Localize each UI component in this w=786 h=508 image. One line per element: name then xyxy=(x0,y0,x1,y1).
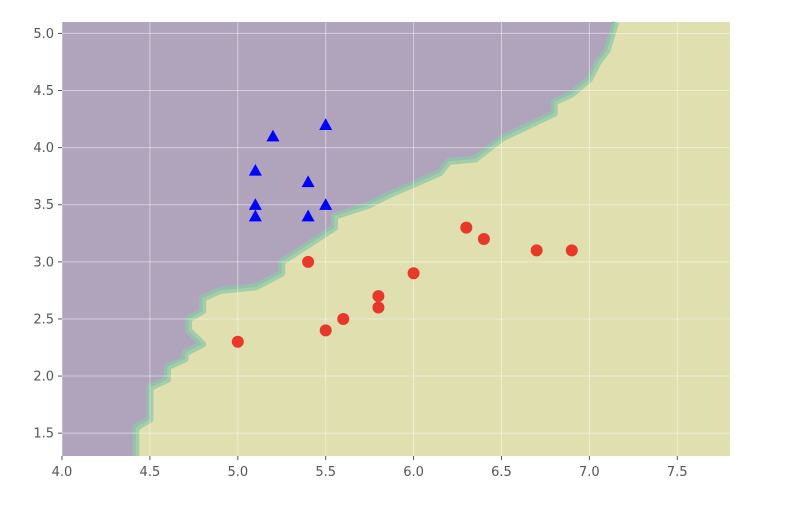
y-tick-label: 3.0 xyxy=(33,255,54,270)
data-point-circle xyxy=(407,267,420,280)
plot-area xyxy=(61,20,730,456)
data-point-triangle xyxy=(301,209,315,222)
x-axis: 4.0 4.5 5.0 5.5 6.0 6.5 7.0 7.5 xyxy=(52,456,688,480)
data-point-circle xyxy=(530,244,543,257)
data-point-circle xyxy=(460,221,473,234)
y-axis: 1.5 2.0 2.5 3.0 3.5 4.0 4.5 5.0 xyxy=(33,27,62,442)
x-tick-label: 4.5 xyxy=(140,465,161,480)
x-tick-label: 7.5 xyxy=(667,465,688,480)
x-tick-label: 7.0 xyxy=(579,465,600,480)
x-tick-label: 6.0 xyxy=(403,465,424,480)
data-point-circle xyxy=(231,335,244,348)
data-point-circle xyxy=(477,233,490,245)
data-point-triangle xyxy=(319,118,333,130)
region-class-triangle xyxy=(62,22,616,456)
data-point-circle xyxy=(372,301,385,314)
data-point-circle xyxy=(565,244,578,257)
data-point-triangle xyxy=(248,209,262,222)
data-point-circle xyxy=(372,290,385,303)
x-tick-label: 4.0 xyxy=(52,465,73,480)
x-tick-label: 5.5 xyxy=(315,465,336,480)
x-tick-label: 5.0 xyxy=(227,465,248,480)
data-point-circle xyxy=(319,324,332,337)
data-point-triangle xyxy=(248,163,262,176)
y-tick-label: 4.5 xyxy=(33,84,54,99)
data-point-triangle xyxy=(248,198,262,210)
y-tick-label: 2.0 xyxy=(33,370,54,385)
y-tick-label: 2.5 xyxy=(33,312,54,327)
x-tick-label: 6.5 xyxy=(491,465,512,480)
decision-boundary xyxy=(132,20,620,456)
data-point-triangle xyxy=(266,129,280,142)
data-point-circle xyxy=(302,255,315,268)
y-tick-label: 4.0 xyxy=(33,141,54,156)
data-point-circle xyxy=(337,312,350,325)
y-tick-label: 1.5 xyxy=(33,427,54,442)
y-tick-label: 5.0 xyxy=(33,27,54,42)
data-point-triangle xyxy=(319,198,333,210)
data-point-triangle xyxy=(301,175,315,188)
y-tick-label: 3.5 xyxy=(33,198,54,213)
